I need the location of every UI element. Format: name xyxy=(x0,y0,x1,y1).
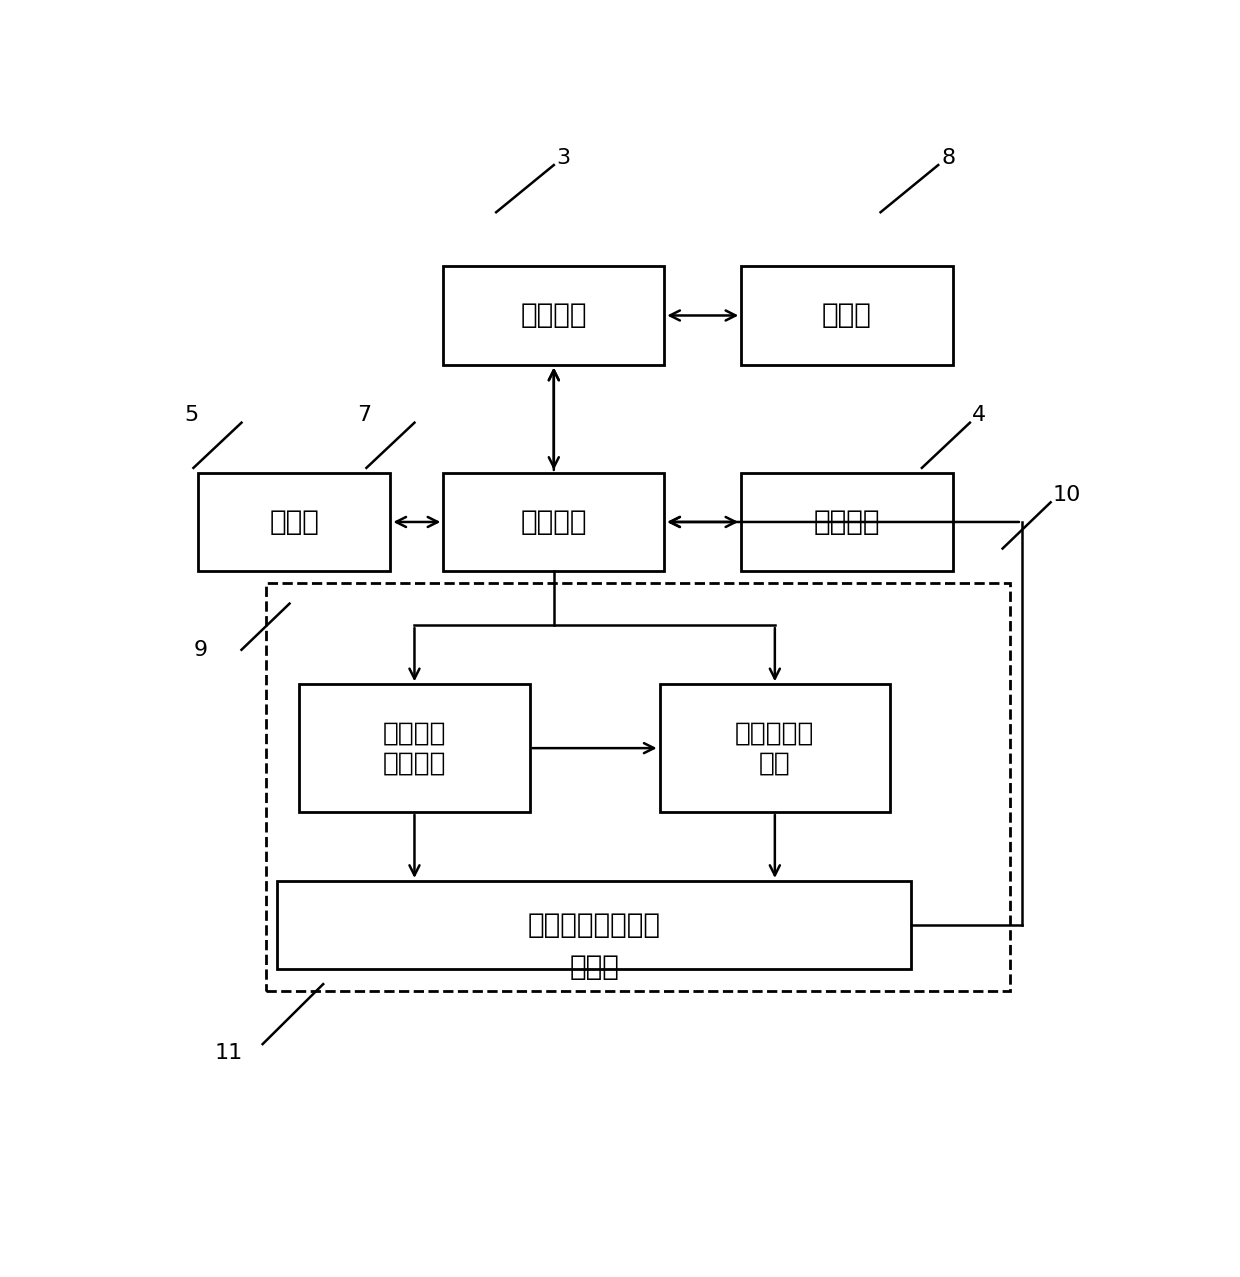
Bar xyxy=(444,267,665,365)
Bar xyxy=(265,582,1011,991)
Text: 现场总线: 现场总线 xyxy=(521,508,587,536)
Bar xyxy=(742,472,952,571)
Bar xyxy=(660,684,890,812)
Bar xyxy=(299,684,529,812)
Text: 存储装置: 存储装置 xyxy=(813,508,880,536)
Text: 设定值转换
模块: 设定值转换 模块 xyxy=(735,720,815,776)
Bar xyxy=(742,267,952,365)
Text: 11: 11 xyxy=(215,1043,243,1062)
Text: 3: 3 xyxy=(557,148,570,169)
Text: 控制站: 控制站 xyxy=(269,508,319,536)
Text: 控制器: 控制器 xyxy=(822,301,872,329)
Bar xyxy=(277,881,911,969)
Text: 9: 9 xyxy=(193,640,207,660)
Text: 控制参数求解模块: 控制参数求解模块 xyxy=(528,911,661,939)
Bar xyxy=(198,472,391,571)
Text: 5: 5 xyxy=(184,405,198,425)
Text: 4: 4 xyxy=(972,405,986,425)
Text: 浓度曲线
描述模块: 浓度曲线 描述模块 xyxy=(383,720,446,776)
Text: 数据接口: 数据接口 xyxy=(521,301,587,329)
Text: 7: 7 xyxy=(357,405,371,425)
Text: 上位机: 上位机 xyxy=(569,954,619,982)
Text: 10: 10 xyxy=(1053,485,1081,506)
Bar xyxy=(444,472,665,571)
Text: 8: 8 xyxy=(941,148,955,169)
